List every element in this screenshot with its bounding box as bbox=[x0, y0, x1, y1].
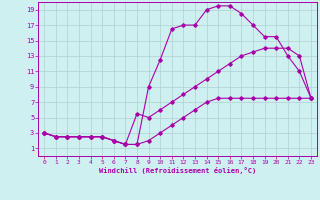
X-axis label: Windchill (Refroidissement éolien,°C): Windchill (Refroidissement éolien,°C) bbox=[99, 167, 256, 174]
